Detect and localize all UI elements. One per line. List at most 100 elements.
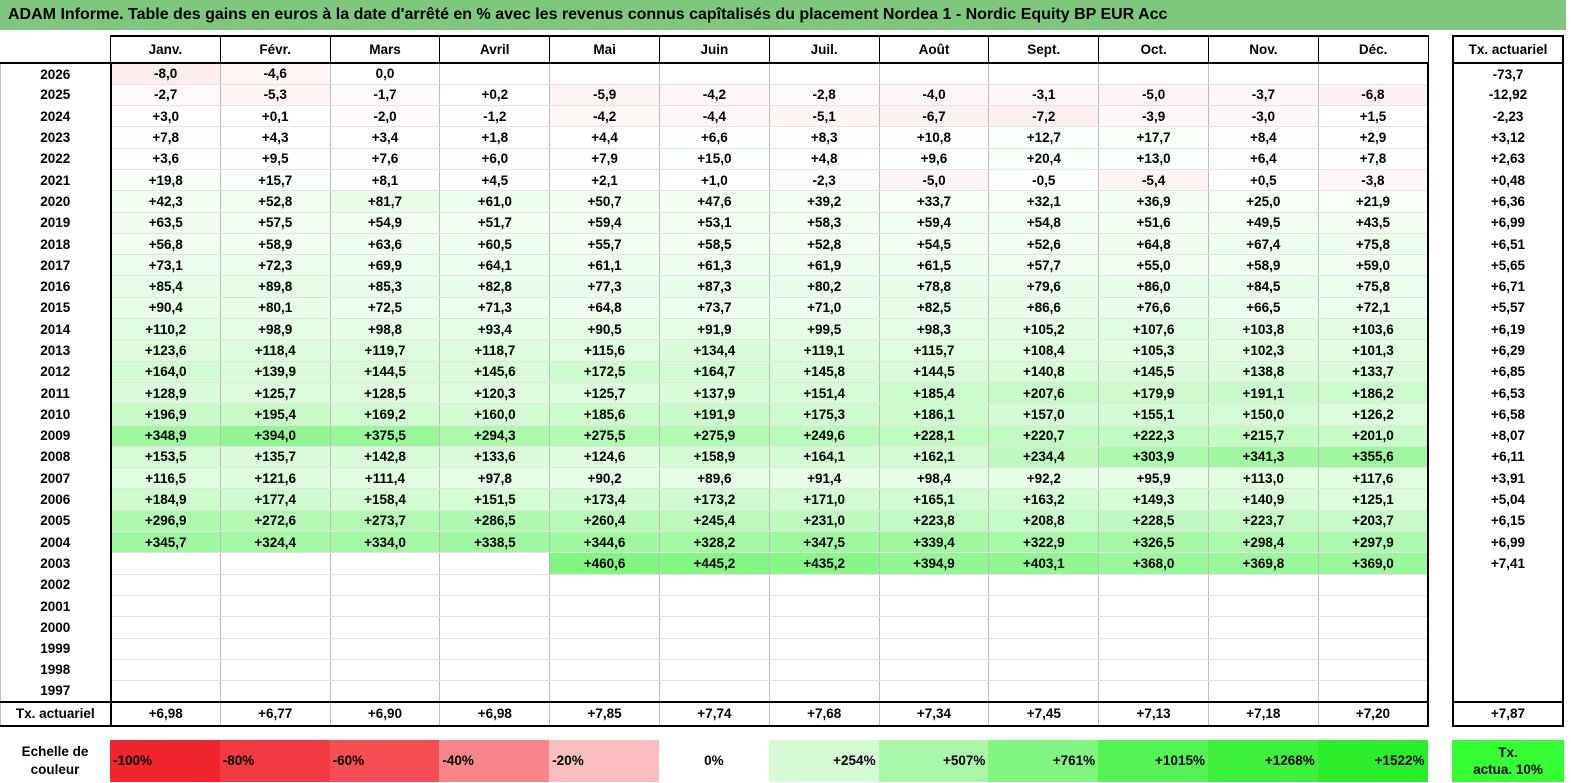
gain-cell: +71,0 — [768, 297, 880, 320]
gain-cell: +185,4 — [878, 382, 990, 405]
gain-cell: +9,6 — [878, 148, 990, 170]
gain-cell: +160,0 — [439, 403, 551, 426]
gain-cell: +3,0 — [110, 105, 221, 128]
gain-cell — [1207, 595, 1319, 618]
gain-cell — [1317, 63, 1430, 85]
gain-cell: +103,8 — [1207, 318, 1319, 341]
gain-cell: +208,8 — [988, 510, 1100, 533]
gain-cell: +15,7 — [219, 169, 331, 192]
gain-cell — [329, 680, 441, 703]
tx-actuariel-month: +7,20 — [1317, 700, 1430, 727]
tx-actuariel-cell: -73,7 — [1452, 63, 1564, 85]
gain-cell: +125,7 — [549, 382, 660, 405]
actuarial-rate-column: Tx. actuariel -73,7 -12,92 -2,23 +3,12 +2,63 +… — [1452, 35, 1564, 727]
year-header — [0, 36, 111, 64]
gain-cell: +98,3 — [878, 318, 990, 341]
gain-cell: +107,6 — [1098, 318, 1209, 341]
gain-cell: +93,4 — [439, 318, 551, 341]
gain-cell: +64,1 — [439, 254, 551, 277]
gain-cell: +144,5 — [878, 361, 990, 383]
gain-cell — [1098, 63, 1209, 85]
tx-row: +6,36 — [1452, 190, 1564, 213]
gain-cell: +50,7 — [549, 190, 660, 213]
gain-cell: +21,9 — [1317, 190, 1430, 213]
gain-cell: +115,7 — [878, 339, 990, 362]
gain-cell: +25,0 — [1207, 190, 1319, 213]
gain-cell: +435,2 — [768, 552, 880, 575]
gain-cell: +139,9 — [219, 361, 331, 383]
gain-cell: +7,8 — [1317, 148, 1430, 170]
gain-cell: +75,8 — [1317, 275, 1430, 298]
gain-cell — [658, 659, 770, 682]
gain-cell — [1098, 638, 1209, 660]
gain-cell: +355,6 — [1317, 446, 1430, 469]
table-row: 2001 — [0, 595, 1430, 618]
gain-cell: +116,5 — [110, 467, 221, 490]
tx-actuariel-cell — [1452, 616, 1564, 639]
gain-cell — [439, 680, 551, 703]
gain-cell: +140,8 — [988, 361, 1100, 383]
gain-cell: +61,3 — [658, 254, 770, 277]
table-row: 2025 -2,7 -5,3 -1,7 +0,2 -5,9 -4,2 -2,8 -4,0 -3,1… — [0, 84, 1430, 107]
tx-row: +3,91 — [1452, 467, 1564, 489]
year-cell: 2007 — [0, 467, 112, 489]
tx-actuariel-cell: +5,57 — [1452, 297, 1564, 319]
gain-cell: +344,6 — [549, 531, 660, 554]
gain-cell: +203,7 — [1317, 510, 1430, 533]
tx-row — [1452, 638, 1564, 660]
gain-cell: +177,4 — [219, 488, 331, 511]
year-cell: 2010 — [0, 403, 112, 426]
gain-cell: +215,7 — [1207, 425, 1319, 447]
gain-cell — [1317, 638, 1430, 660]
tx-row — [1452, 595, 1564, 617]
gain-cell: +54,5 — [878, 233, 990, 256]
gain-cell — [658, 574, 770, 596]
gain-cell: +220,7 — [988, 425, 1100, 447]
tx-actuariel-month: +7,13 — [1098, 700, 1209, 727]
gain-cell: +78,8 — [878, 275, 990, 298]
tx-actuariel-cell — [1452, 659, 1564, 681]
gain-cell: +86,0 — [1098, 275, 1209, 298]
gain-cell — [439, 595, 551, 618]
gain-cell: +158,4 — [329, 488, 441, 511]
tx-actuariel-month: +7,85 — [549, 700, 660, 727]
color-scale-swatch: +1522% — [1317, 740, 1428, 782]
gain-cell: +120,3 — [439, 382, 551, 405]
gain-cell: +223,7 — [1207, 510, 1319, 533]
table-row: 2015 +90,4 +80,1 +72,5 +71,3 +64,8 +73,7 +71,0 +… — [0, 297, 1430, 320]
gain-cell — [1207, 574, 1319, 596]
color-scale-swatch: -60% — [329, 740, 440, 782]
gain-cell: -4,0 — [878, 84, 990, 107]
gain-cell: +151,4 — [768, 382, 880, 405]
gain-cell — [988, 616, 1100, 639]
gain-cell — [1207, 659, 1319, 682]
gain-cell: -3,8 — [1317, 169, 1430, 192]
gain-cell: +89,6 — [658, 467, 770, 490]
gain-cell — [768, 659, 880, 682]
tx-actuariel-month: +7,18 — [1207, 700, 1319, 727]
color-scale-swatch: +254% — [768, 740, 879, 782]
gain-cell: +97,8 — [439, 467, 551, 490]
gain-cell — [768, 638, 880, 660]
tx-actuariel-cell: +3,12 — [1452, 126, 1564, 149]
gain-cell: +75,8 — [1317, 233, 1430, 256]
gain-cell: +191,1 — [1207, 382, 1319, 405]
gain-cell: +66,5 — [1207, 297, 1319, 320]
gain-cell — [878, 574, 990, 596]
gain-cell: +348,9 — [110, 425, 221, 447]
gain-cell: +61,9 — [768, 254, 880, 277]
year-cell: 2022 — [0, 148, 112, 170]
gain-cell: +15,0 — [658, 148, 770, 170]
gain-cell: +59,4 — [878, 212, 990, 234]
gain-cell: +134,4 — [658, 339, 770, 362]
year-cell: 2002 — [0, 574, 112, 596]
gain-cell: +195,4 — [219, 403, 331, 426]
gain-cell: +47,6 — [658, 190, 770, 213]
color-scale-swatch: -20% — [549, 740, 659, 782]
gain-cell: +273,7 — [329, 510, 441, 533]
gain-cell: +13,0 — [1098, 148, 1209, 170]
tx-actuariel-cell: -12,92 — [1452, 84, 1564, 106]
year-cell: 2024 — [0, 105, 112, 127]
gain-cell: +98,9 — [219, 318, 331, 341]
gain-cell: +64,8 — [1098, 233, 1209, 256]
